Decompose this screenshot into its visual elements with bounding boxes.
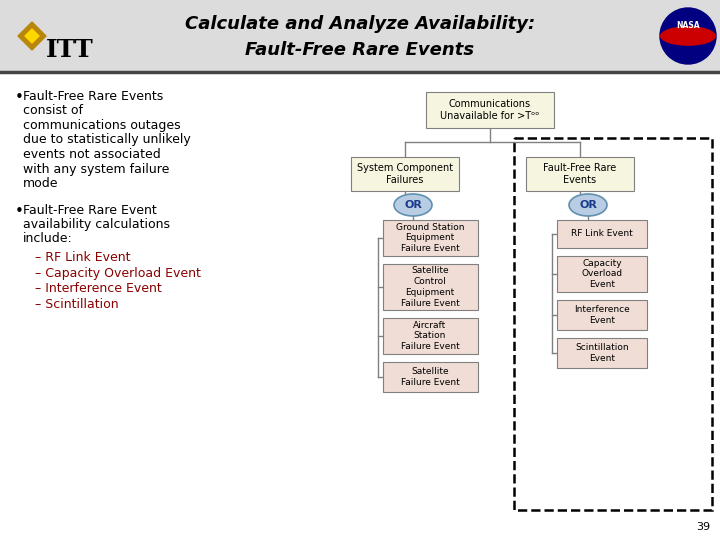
Text: OR: OR bbox=[404, 200, 422, 210]
Text: Calculate and Analyze Availability:: Calculate and Analyze Availability: bbox=[185, 15, 535, 33]
Text: availability calculations: availability calculations bbox=[23, 218, 170, 231]
Text: Satellite
Control
Equipment
Failure Event: Satellite Control Equipment Failure Even… bbox=[400, 266, 459, 308]
Text: Capacity
Overload
Event: Capacity Overload Event bbox=[582, 259, 623, 289]
Bar bbox=[0, 0, 720, 72]
Bar bbox=[382, 318, 477, 354]
Text: consist of: consist of bbox=[23, 105, 83, 118]
Text: System Component
Failures: System Component Failures bbox=[357, 163, 453, 185]
Text: include:: include: bbox=[23, 233, 73, 246]
Ellipse shape bbox=[569, 194, 607, 216]
Text: with any system failure: with any system failure bbox=[23, 163, 169, 176]
Ellipse shape bbox=[660, 26, 716, 46]
Text: 39: 39 bbox=[696, 522, 710, 532]
Bar bbox=[557, 256, 647, 292]
Text: OR: OR bbox=[579, 200, 597, 210]
Text: NASA: NASA bbox=[676, 22, 700, 30]
Text: Fault-Free Rare Event: Fault-Free Rare Event bbox=[23, 204, 157, 217]
Text: – Capacity Overload Event: – Capacity Overload Event bbox=[35, 267, 201, 280]
Text: ITT: ITT bbox=[46, 38, 94, 62]
Bar bbox=[557, 300, 647, 330]
Text: Aircraft
Station
Failure Event: Aircraft Station Failure Event bbox=[400, 321, 459, 351]
Ellipse shape bbox=[394, 194, 432, 216]
Text: •: • bbox=[15, 90, 24, 105]
Text: Scintillation
Event: Scintillation Event bbox=[575, 343, 629, 363]
Text: – RF Link Event: – RF Link Event bbox=[35, 251, 130, 264]
Text: events not associated: events not associated bbox=[23, 148, 161, 161]
Text: •: • bbox=[15, 204, 24, 219]
Text: RF Link Event: RF Link Event bbox=[571, 230, 633, 239]
Bar bbox=[351, 157, 459, 191]
Bar bbox=[382, 362, 477, 392]
Text: – Interference Event: – Interference Event bbox=[35, 282, 162, 295]
Polygon shape bbox=[18, 22, 46, 50]
Text: communications outages: communications outages bbox=[23, 119, 181, 132]
Bar bbox=[557, 338, 647, 368]
Bar bbox=[382, 264, 477, 310]
Bar bbox=[382, 220, 477, 256]
Polygon shape bbox=[25, 29, 39, 43]
Bar bbox=[0, 72, 720, 540]
Text: – Scintillation: – Scintillation bbox=[35, 298, 119, 310]
Bar bbox=[426, 92, 554, 128]
Text: Communications
Unavailable for >Tᵒᵒ: Communications Unavailable for >Tᵒᵒ bbox=[441, 99, 540, 121]
Text: Fault-Free Rare
Events: Fault-Free Rare Events bbox=[544, 163, 616, 185]
Text: mode: mode bbox=[23, 177, 58, 190]
Text: Interference
Event: Interference Event bbox=[574, 305, 630, 325]
Bar bbox=[514, 138, 712, 510]
Text: Satellite
Failure Event: Satellite Failure Event bbox=[400, 367, 459, 387]
Circle shape bbox=[660, 8, 716, 64]
Text: Fault-Free Rare Events: Fault-Free Rare Events bbox=[23, 90, 163, 103]
Text: Fault-Free Rare Events: Fault-Free Rare Events bbox=[246, 41, 474, 59]
Bar bbox=[557, 220, 647, 248]
Text: due to statistically unlikely: due to statistically unlikely bbox=[23, 133, 191, 146]
Text: Ground Station
Equipment
Failure Event: Ground Station Equipment Failure Event bbox=[396, 222, 464, 253]
Bar bbox=[526, 157, 634, 191]
